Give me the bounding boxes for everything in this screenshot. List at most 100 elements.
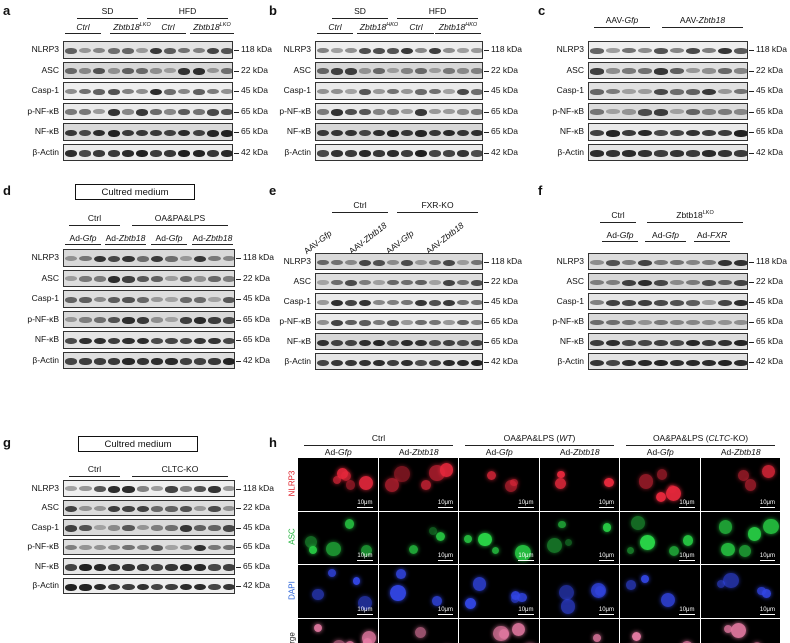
blot-band: [373, 299, 385, 305]
cell-signal: [326, 541, 341, 557]
cell-signal: [428, 527, 438, 536]
scale-bar: 10μm: [518, 499, 534, 506]
group-underline: [594, 27, 650, 28]
blot-band: [151, 544, 164, 551]
blot-band: [65, 317, 78, 323]
blot-band: [373, 129, 385, 137]
blot-band: [359, 150, 371, 157]
blot-band: [401, 47, 413, 55]
blot-band: [654, 279, 668, 286]
blot-band: [401, 259, 413, 266]
blot-band: [65, 129, 78, 137]
blot-band: [79, 68, 92, 74]
kda-label: 65 kDa: [491, 105, 518, 116]
kda-label: 65 kDa: [756, 316, 783, 326]
blot-band: [622, 339, 636, 346]
micrograph: 10μm: [298, 458, 378, 511]
cell-signal: [762, 464, 776, 478]
blot-band: [429, 109, 441, 115]
blot-band: [122, 544, 135, 551]
cell-signal: [362, 638, 372, 643]
blot-band: [590, 88, 604, 95]
blot-band: [121, 109, 134, 115]
blot-band: [122, 505, 135, 513]
blot-band: [317, 47, 329, 54]
kda-label: 42 kDa: [756, 146, 783, 157]
kda-label: 45 kDa: [491, 296, 518, 306]
blot-band: [622, 129, 636, 137]
cell-signal: [731, 623, 747, 639]
blot-strip: [315, 313, 483, 330]
blot-band: [93, 88, 106, 95]
blot-strip: [315, 293, 483, 310]
blot-band: [222, 544, 234, 551]
blot-band: [443, 68, 455, 74]
micrograph: 10μm: [620, 618, 700, 643]
blot-strip: [588, 123, 748, 141]
blot-band: [429, 150, 441, 157]
subgroup-label: Ctrl: [409, 22, 423, 32]
blot-band: [222, 276, 234, 282]
blot-band: [702, 88, 716, 96]
blot-band: [150, 47, 163, 55]
blot-strip: [63, 290, 235, 308]
blot-band: [222, 358, 234, 366]
kda-label: 65 kDa: [491, 126, 518, 137]
kda-tick: [234, 111, 239, 113]
blot-strip: [315, 253, 483, 270]
kda-tick: [749, 342, 754, 343]
blot-band: [165, 583, 178, 591]
kda-label: 65 kDa: [241, 105, 268, 116]
blot-band: [108, 358, 121, 365]
blot-strip: [588, 82, 748, 100]
blot-band: [220, 47, 232, 54]
subgroup-label: Ad-Gfp: [652, 230, 679, 240]
cell-signal: [510, 595, 519, 603]
blot-band: [122, 255, 135, 263]
kda-tick: [749, 91, 754, 93]
blot-band: [415, 359, 427, 366]
blot-band: [79, 358, 92, 365]
kda-label: 65 kDa: [756, 336, 783, 346]
column-label: Ad-Zbtb18: [559, 447, 600, 457]
blot-band: [151, 317, 164, 323]
blot-band: [178, 47, 191, 54]
blot-band: [165, 296, 178, 302]
scale-bar: 10μm: [759, 499, 775, 506]
cell-signal: [666, 486, 682, 502]
blot-band: [121, 47, 134, 54]
blot-band: [686, 109, 700, 116]
blot-strip: [315, 333, 483, 350]
scale-bar: 10μm: [759, 606, 775, 613]
blot-band: [415, 109, 427, 116]
blot-band: [457, 259, 469, 265]
blot-band: [107, 68, 120, 74]
blot-band: [387, 359, 399, 366]
blot-band: [317, 129, 329, 137]
row-label: ASC: [293, 276, 311, 286]
blot-band: [317, 339, 329, 347]
blot-band: [164, 129, 177, 137]
blot-band: [686, 150, 700, 157]
micrograph: 10μm: [700, 458, 780, 511]
kda-tick: [484, 152, 489, 154]
blot-band: [331, 259, 343, 266]
blot-band: [208, 296, 221, 302]
cell-signal: [555, 477, 567, 489]
row-label: ASC: [41, 272, 59, 283]
kda-tick: [236, 278, 241, 280]
row-label: Casp-1: [31, 521, 59, 532]
subgroup-label: Zbtb18LKO: [113, 22, 151, 32]
blot-band: [359, 259, 371, 266]
blot-band: [359, 279, 371, 286]
blot-strip: [63, 310, 235, 328]
blot-band: [151, 337, 164, 344]
cell-signal: [472, 577, 487, 591]
blot-band: [654, 319, 668, 326]
blot-band: [65, 255, 78, 262]
blot-band: [93, 109, 106, 115]
blot-band: [443, 299, 455, 306]
blot-band: [415, 279, 427, 286]
cell-signal: [414, 626, 427, 639]
blot-band: [208, 583, 221, 591]
